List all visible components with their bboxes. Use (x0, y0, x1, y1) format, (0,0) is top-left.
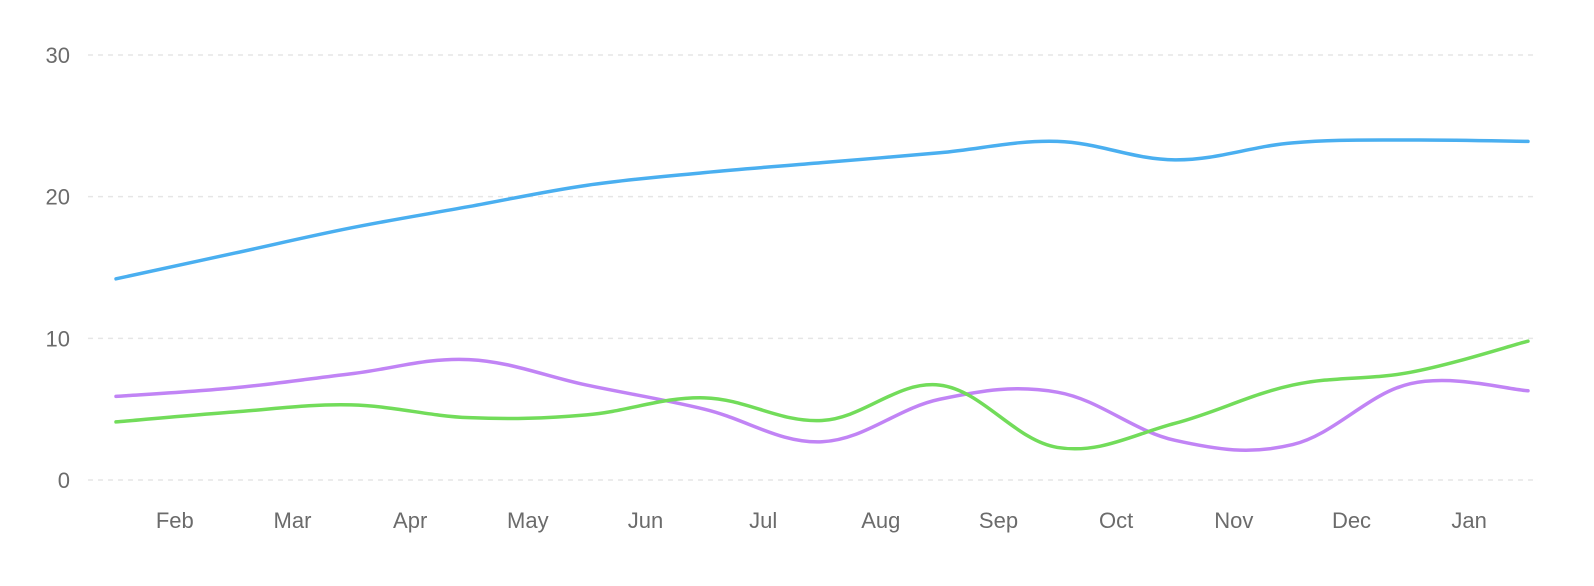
y-tick-label: 30 (46, 43, 70, 68)
x-tick-label: Jun (628, 508, 663, 533)
y-tick-label: 0 (58, 468, 70, 493)
y-axis-tick-labels: 0 10 20 30 (46, 43, 70, 493)
x-tick-label: Dec (1332, 508, 1371, 533)
x-tick-label: Aug (861, 508, 900, 533)
x-tick-label: Oct (1099, 508, 1133, 533)
x-tick-label: Jul (749, 508, 777, 533)
x-axis-tick-labels: Feb Mar Apr May Jun Jul Aug Sep Oct Nov Dec Jan (156, 508, 1487, 533)
y-tick-label: 10 (46, 326, 70, 351)
x-tick-label: Jan (1451, 508, 1486, 533)
grid-lines (88, 54, 1536, 481)
series-lines (114, 138, 1530, 452)
series-line-3 (114, 339, 1530, 451)
series-line-2 (114, 357, 1530, 452)
x-tick-label: Mar (274, 508, 312, 533)
y-tick-label: 20 (46, 185, 70, 210)
x-tick-label: Apr (393, 508, 427, 533)
x-tick-label: Feb (156, 508, 194, 533)
x-tick-label: Nov (1214, 508, 1253, 533)
x-tick-label: Sep (979, 508, 1018, 533)
series-line-1 (114, 138, 1530, 281)
x-tick-label: May (507, 508, 549, 533)
